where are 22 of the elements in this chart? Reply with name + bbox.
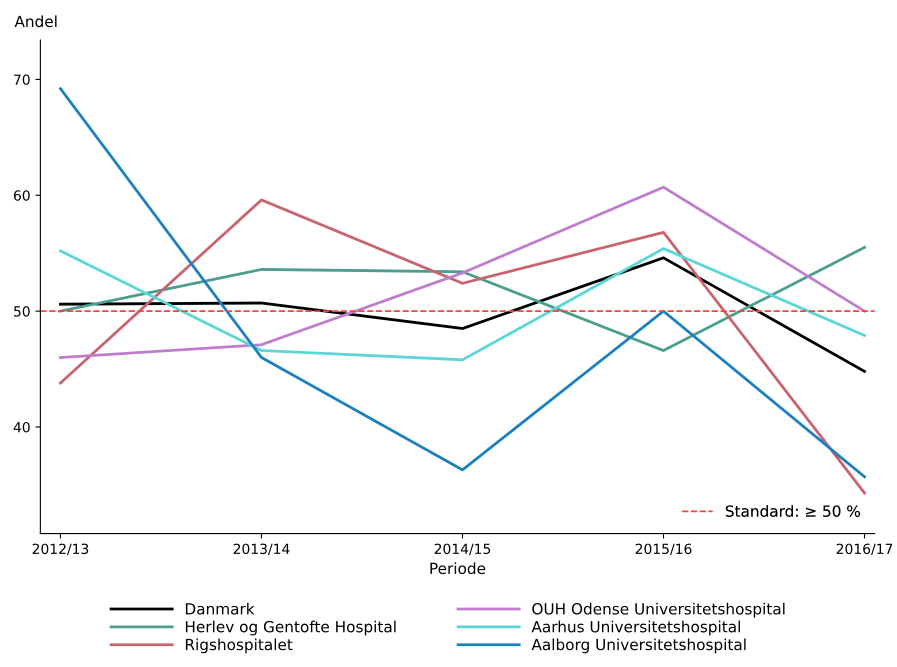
y-tick-label: 60 <box>14 190 30 201</box>
x-tick-label: 2013/14 <box>234 544 290 556</box>
x-axis-title: Periode <box>430 562 486 574</box>
x-tick-label: 2015/16 <box>636 544 692 556</box>
x-tick-label: 2014/15 <box>434 544 490 556</box>
legend-label: Herlev og Gentofte Hospital <box>186 620 396 636</box>
line-series <box>59 198 866 494</box>
y-tick-label: 50 <box>14 306 30 317</box>
legend-label: Standard: ≥ 50 % <box>726 505 860 517</box>
legend-label: Aalborg Universitetshospital <box>532 638 746 654</box>
legend-label: Danmark <box>186 602 255 615</box>
legend-label: Aarhus Universitetshospital <box>532 620 740 636</box>
y-tick-label: 70 <box>14 74 30 85</box>
x-tick-label: 2016/17 <box>836 544 892 556</box>
line-series <box>59 256 866 373</box>
legend-label: OUH Odense Universitetshospital <box>532 602 784 618</box>
y-tick-label: 40 <box>14 422 30 432</box>
line-series <box>59 186 866 359</box>
legend-label: Rigshospitalet <box>186 638 292 654</box>
line-series <box>59 87 866 478</box>
x-tick-label: 2012/13 <box>32 544 88 556</box>
y-axis-title: Andel <box>14 15 56 28</box>
